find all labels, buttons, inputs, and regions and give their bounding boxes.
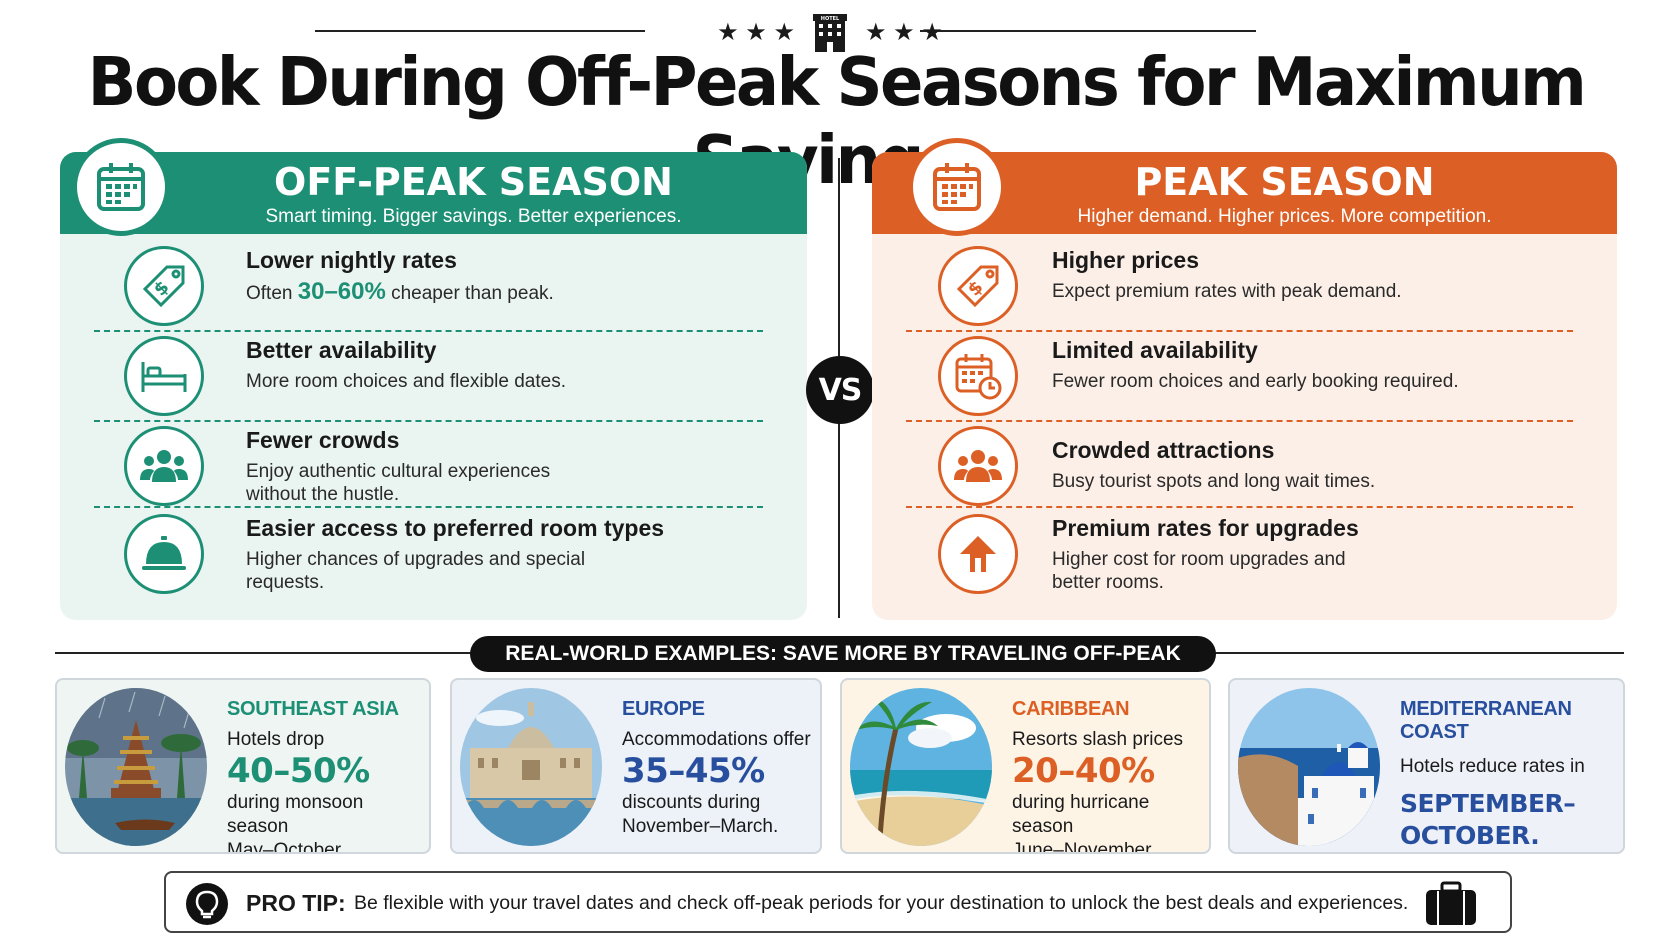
service-bell-icon — [124, 514, 204, 594]
price-tag-icon: $ — [938, 246, 1018, 326]
examples-banner: REAL-WORLD EXAMPLES: SAVE MORE BY TRAVEL… — [470, 636, 1216, 672]
temple-monsoon-illustration — [65, 688, 207, 846]
santorini-illustration — [1238, 688, 1380, 846]
card-text: Accommodations offer — [622, 729, 811, 750]
divider — [906, 420, 1573, 422]
divider — [94, 420, 763, 422]
stars-right: ★ ★ ★ — [865, 18, 943, 46]
off-peak-title: OFF-PEAK SEASON — [274, 160, 673, 204]
peak-item-desc: Fewer room choices and early booking req… — [1052, 371, 1459, 392]
header-ornament: ★ ★ ★ HOTEL ★ ★ ★ — [700, 12, 960, 52]
off-peak-item-title: Easier access to preferred room types — [246, 515, 665, 541]
example-card-europe: EUROPE Accommodations offer 35–45% disco… — [450, 678, 822, 854]
divider — [906, 506, 1573, 508]
pro-tip-box: PRO TIP: Be flexible with your travel da… — [164, 871, 1512, 933]
off-peak-item-desc: More room choices and flexible dates. — [246, 371, 566, 392]
card-months: SEPTEMBER– — [1400, 789, 1576, 818]
off-peak-calendar-badge — [72, 138, 170, 236]
vs-badge: VS — [806, 356, 874, 424]
examples-rule-left — [55, 652, 475, 654]
header-rule-right — [920, 30, 1256, 32]
peak-item-desc: Busy tourist spots and long wait times. — [1052, 471, 1376, 492]
card-region: EUROPE — [622, 698, 705, 720]
peak-item-title: Premium rates for upgrades — [1052, 515, 1359, 541]
divider — [94, 506, 763, 508]
bed-icon — [124, 336, 204, 416]
crowd-icon — [124, 426, 204, 506]
off-peak-panel: OFF-PEAK SEASON Smart timing. Bigger sav… — [60, 152, 807, 620]
example-card-southeast-asia: SOUTHEAST ASIA Hotels drop 40–50% during… — [55, 678, 431, 854]
card-percent: 35–45% — [622, 751, 765, 791]
divider — [906, 330, 1573, 332]
card-text: during hurricane season — [1012, 792, 1150, 837]
divider — [94, 330, 763, 332]
lightbulb-icon — [186, 883, 228, 925]
card-dates: May–October. — [227, 840, 346, 854]
example-card-mediterranean: MEDITERRANEAN COAST Hotels reduce rates … — [1228, 678, 1625, 854]
stars-left: ★ ★ ★ — [717, 18, 795, 46]
peak-item-desc: Higher cost for room upgrades and better… — [1052, 549, 1346, 593]
peak-panel: PEAK SEASON Higher demand. Higher prices… — [872, 152, 1617, 620]
peak-calendar-badge — [908, 138, 1006, 236]
off-peak-item-title: Lower nightly rates — [246, 247, 457, 273]
card-percent: 20–40% — [1012, 751, 1155, 791]
pro-tip-text: Be flexible with your travel dates and c… — [354, 892, 1409, 914]
peak-item-desc: Expect premium rates with peak demand. — [1052, 281, 1402, 302]
card-text: Hotels drop — [227, 729, 325, 750]
peak-title: PEAK SEASON — [1134, 160, 1435, 204]
hotel-sign-text: HOTEL — [821, 16, 840, 22]
price-tag-icon: $ — [124, 246, 204, 326]
example-card-caribbean: CARIBBEAN Resorts slash prices 20–40% du… — [840, 678, 1211, 854]
card-region: SOUTHEAST ASIA — [227, 698, 399, 720]
card-region: MEDITERRANEAN COAST — [1400, 698, 1572, 743]
hotel-icon: HOTEL — [813, 14, 847, 52]
card-text: discounts during — [622, 792, 761, 813]
calendar-icon — [97, 163, 145, 211]
off-peak-item-desc: Often 30–60% cheaper than peak. — [246, 278, 554, 305]
calendar-icon — [933, 163, 981, 211]
card-percent: 40–50% — [227, 751, 370, 791]
card-text: during monsoon season — [227, 792, 364, 837]
up-arrow-icon — [938, 514, 1018, 594]
crowd-icon — [938, 426, 1018, 506]
examples-rule-right — [1210, 652, 1624, 654]
card-dates: November–March. — [622, 816, 779, 837]
off-peak-header: OFF-PEAK SEASON Smart timing. Bigger sav… — [60, 152, 807, 234]
card-dates: June–November. — [1012, 840, 1156, 854]
off-peak-item-desc: Enjoy authentic cultural experiences wit… — [246, 461, 551, 505]
card-text: Hotels reduce rates in — [1400, 756, 1585, 777]
header-rule-left — [315, 30, 645, 32]
peak-item-title: Crowded attractions — [1052, 437, 1275, 463]
off-peak-item-title: Fewer crowds — [246, 427, 400, 453]
pro-tip-label: PRO TIP: — [246, 890, 346, 916]
peak-subtitle: Higher demand. Higher prices. More compe… — [1077, 206, 1492, 227]
beach-illustration — [850, 688, 992, 846]
off-peak-item-desc: Higher chances of upgrades and special r… — [246, 549, 586, 593]
off-peak-item-title: Better availability — [246, 337, 437, 363]
card-region: CARIBBEAN — [1012, 698, 1130, 720]
suitcase-icon — [1426, 881, 1476, 925]
off-peak-subtitle: Smart timing. Bigger savings. Better exp… — [265, 206, 682, 227]
card-months: OCTOBER. — [1400, 821, 1540, 850]
european-city-illustration — [460, 688, 602, 846]
savings-percent: 30–60% — [297, 278, 386, 305]
calendar-clock-icon — [938, 336, 1018, 416]
peak-item-title: Limited availability — [1052, 337, 1258, 363]
card-text: Resorts slash prices — [1012, 729, 1184, 750]
peak-item-title: Higher prices — [1052, 247, 1199, 273]
